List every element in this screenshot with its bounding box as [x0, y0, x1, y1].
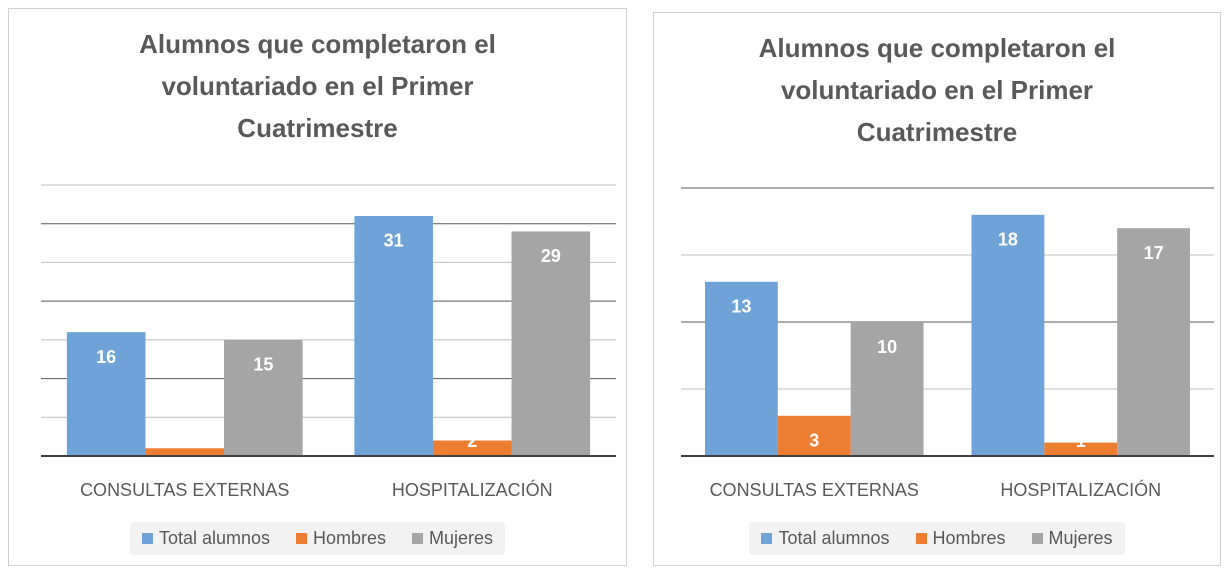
data-label: 31 — [384, 231, 404, 251]
legend-item: Hombres — [915, 528, 1006, 549]
bar — [850, 322, 924, 456]
bar — [971, 214, 1045, 456]
data-label: 13 — [731, 297, 751, 317]
legend-item: Mujeres — [1031, 528, 1113, 549]
data-label: 29 — [541, 246, 561, 266]
x-tick-label: HOSPITALIZACIÓN — [1000, 479, 1161, 500]
legend-swatch — [412, 533, 424, 544]
data-label: 17 — [1144, 243, 1164, 263]
legend-swatch — [761, 533, 773, 544]
legend-label: Total alumnos — [158, 528, 270, 548]
bar — [224, 339, 303, 456]
bar — [432, 440, 512, 456]
legend-item: Total alumnos — [141, 528, 270, 549]
x-tick-label: HOSPITALIZACIÓN — [392, 479, 553, 500]
legend: Total alumnos Hombres Mujeres — [9, 522, 626, 555]
x-tick-label: CONSULTAS EXTERNAS — [80, 480, 289, 500]
plot: 13 3 10 CONSULTAS EXTERNAS 18 1 17 HOSPITALIZAC… — [681, 187, 1214, 500]
bar — [1117, 228, 1191, 456]
data-label: 2 — [467, 431, 477, 451]
legend-label: Hombres — [932, 528, 1006, 548]
legend-swatch — [1031, 533, 1043, 544]
data-label: 18 — [998, 230, 1018, 250]
chart-title: Alumnos que completaron el voluntariado … — [139, 29, 496, 143]
legend-box: Total alumnos Hombres Mujeres — [129, 522, 506, 555]
data-label: 1 — [180, 431, 190, 451]
bar — [145, 448, 225, 456]
bar — [66, 332, 146, 456]
data-label: 3 — [809, 431, 819, 451]
data-label: 10 — [877, 337, 897, 357]
legend-label: Hombres — [313, 528, 387, 548]
bar — [777, 415, 851, 456]
legend-item: Mujeres — [412, 528, 493, 549]
bar — [511, 231, 591, 456]
data-label: 16 — [96, 347, 116, 367]
legend-box: Total alumnos Hombres Mujeres — [749, 522, 1125, 555]
bar — [704, 281, 778, 456]
legend-swatch — [296, 533, 307, 544]
data-label: 1 — [1076, 431, 1086, 451]
legend-label: Mujeres — [1048, 528, 1113, 548]
legend-item: Total alumnos — [761, 528, 890, 549]
legend-swatch — [141, 533, 153, 544]
plot: 16 1 15 CONSULTAS EXTERNAS 31 2 29 HOSPITALIZAC… — [41, 184, 616, 500]
legend-label: Total alumnos — [778, 528, 890, 548]
bar — [354, 215, 433, 456]
chart: Alumnos que completaron el voluntariado … — [653, 12, 1221, 566]
legend-label: Mujeres — [429, 528, 494, 548]
legend: Total alumnos Hombres Mujeres — [654, 522, 1220, 555]
chart: Alumnos que completaron el voluntariado … — [8, 8, 627, 566]
legend-item: Hombres — [296, 528, 386, 549]
chart-title: Alumnos que completaron el voluntariado … — [758, 33, 1116, 147]
x-tick-label: CONSULTAS EXTERNAS — [710, 480, 919, 500]
data-label: 15 — [253, 355, 273, 375]
legend-swatch — [915, 533, 927, 544]
bar — [1044, 442, 1118, 456]
